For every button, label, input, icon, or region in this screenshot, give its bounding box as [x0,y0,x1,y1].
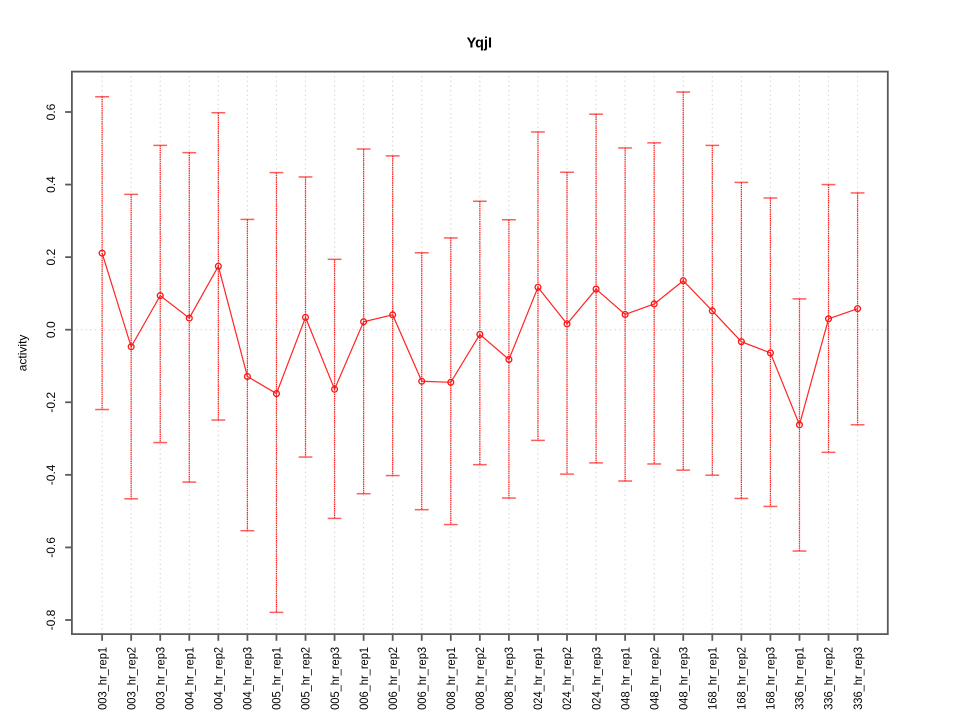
svg-text:048_hr_rep1: 048_hr_rep1 [618,647,632,710]
svg-text:0.6: 0.6 [44,103,58,120]
svg-text:008_hr_rep1: 008_hr_rep1 [444,647,458,710]
svg-text:003_hr_rep3: 003_hr_rep3 [153,647,167,710]
svg-text:004_hr_rep3: 004_hr_rep3 [241,647,255,710]
svg-text:0.4: 0.4 [44,176,58,193]
svg-text:003_hr_rep2: 003_hr_rep2 [124,647,138,710]
svg-text:006_hr_rep1: 006_hr_rep1 [357,647,371,710]
svg-text:0.2: 0.2 [44,248,58,265]
svg-text:336_hr_rep3: 336_hr_rep3 [851,647,865,710]
svg-text:-0.6: -0.6 [44,537,58,558]
svg-text:005_hr_rep3: 005_hr_rep3 [328,647,342,710]
svg-text:168_hr_rep2: 168_hr_rep2 [735,647,749,710]
svg-text:003_hr_rep1: 003_hr_rep1 [95,647,109,710]
svg-text:-0.2: -0.2 [44,392,58,413]
svg-text:008_hr_rep2: 008_hr_rep2 [473,647,487,710]
svg-text:activity: activity [15,335,29,372]
svg-text:006_hr_rep2: 006_hr_rep2 [386,647,400,710]
svg-text:168_hr_rep3: 168_hr_rep3 [764,647,778,710]
svg-text:024_hr_rep2: 024_hr_rep2 [560,647,574,710]
svg-text:008_hr_rep3: 008_hr_rep3 [502,647,516,710]
svg-text:024_hr_rep3: 024_hr_rep3 [589,647,603,710]
svg-text:336_hr_rep1: 336_hr_rep1 [793,647,807,710]
svg-text:004_hr_rep1: 004_hr_rep1 [182,647,196,710]
svg-text:-0.8: -0.8 [44,609,58,630]
svg-text:YqjI: YqjI [467,36,492,52]
svg-text:004_hr_rep2: 004_hr_rep2 [212,647,226,710]
svg-text:-0.4: -0.4 [44,464,58,485]
svg-text:048_hr_rep3: 048_hr_rep3 [676,647,690,710]
svg-text:005_hr_rep1: 005_hr_rep1 [270,647,284,710]
svg-text:024_hr_rep1: 024_hr_rep1 [531,647,545,710]
svg-text:0.0: 0.0 [44,321,58,338]
svg-text:168_hr_rep1: 168_hr_rep1 [706,647,720,710]
svg-text:005_hr_rep2: 005_hr_rep2 [299,647,313,710]
svg-text:048_hr_rep2: 048_hr_rep2 [647,647,661,710]
svg-text:336_hr_rep2: 336_hr_rep2 [822,647,836,710]
svg-text:006_hr_rep3: 006_hr_rep3 [415,647,429,710]
